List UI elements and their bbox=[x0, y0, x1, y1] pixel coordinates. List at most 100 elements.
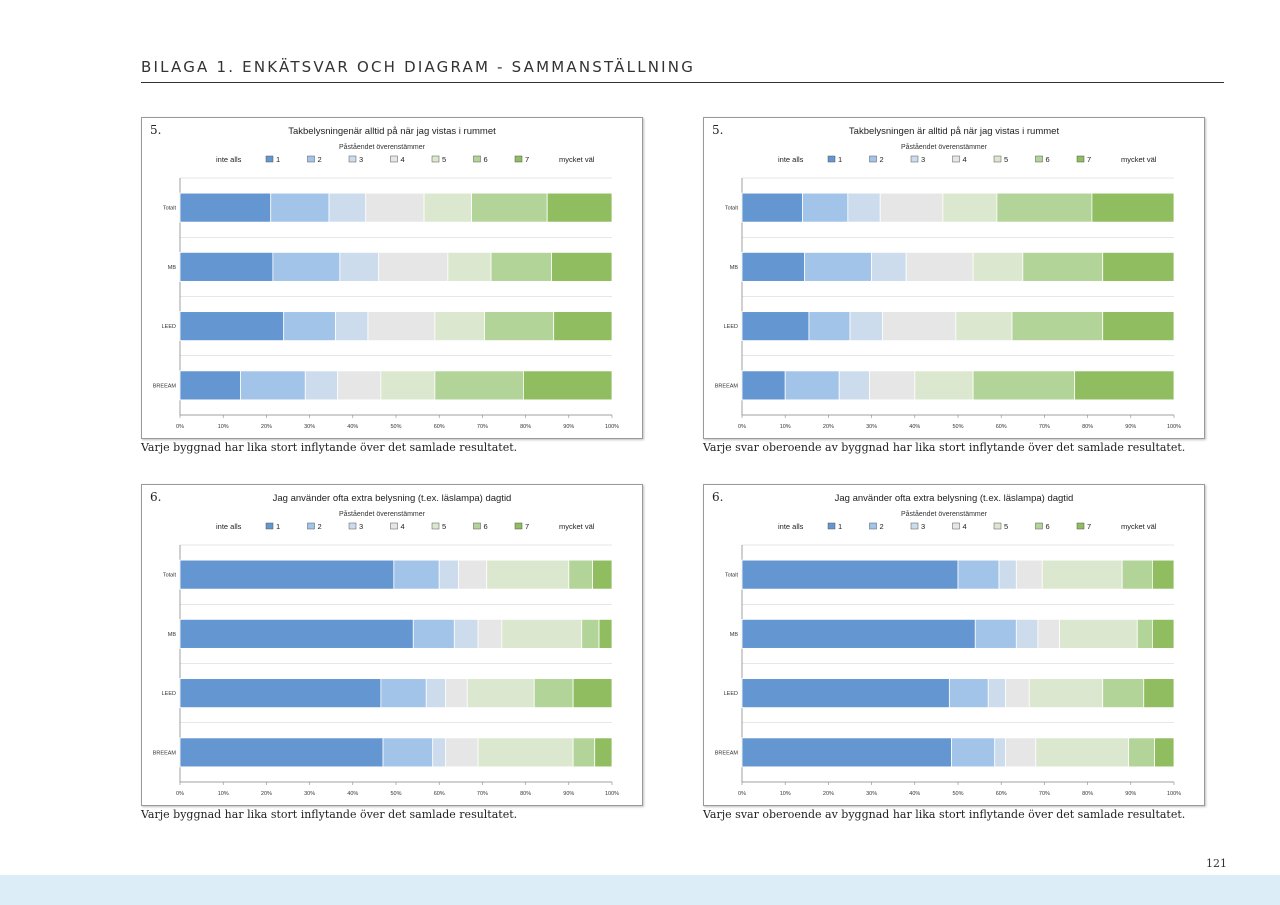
x-tick-label: 40% bbox=[347, 791, 358, 797]
bar-segment-1 bbox=[741, 251, 806, 282]
bar-segment-6 bbox=[434, 370, 524, 401]
legend-label-6: 6 bbox=[484, 522, 488, 531]
legend-high-label: mycket väl bbox=[1121, 155, 1157, 164]
x-tick-label: 100% bbox=[605, 424, 619, 430]
legend-low-label: inte alls bbox=[216, 522, 242, 531]
bar-segment-7 bbox=[594, 737, 613, 768]
x-tick-label: 20% bbox=[823, 791, 834, 797]
category-label: LEED bbox=[724, 324, 738, 330]
bar-segment-2 bbox=[784, 370, 840, 401]
legend-label-6: 6 bbox=[1046, 155, 1050, 164]
chart-2-caption: Varje svar oberoende av byggnad har lika… bbox=[703, 441, 1186, 454]
legend-label-6: 6 bbox=[484, 155, 488, 164]
bar-segment-4 bbox=[445, 678, 468, 709]
category-label: Totalt bbox=[725, 206, 739, 212]
chart-panel-1: 5. Takbelysningenär alltid på när jag vis… bbox=[141, 117, 643, 439]
chart-number: 5. bbox=[150, 123, 161, 137]
bar-segment-2 bbox=[951, 737, 996, 768]
legend-label-7: 7 bbox=[525, 155, 529, 164]
bar-segment-6 bbox=[572, 737, 596, 768]
bar-segment-7 bbox=[1151, 559, 1175, 590]
page-header-title: BILAGA 1. ENKÄTSVAR OCH DIAGRAM - SAMMAN… bbox=[141, 58, 696, 76]
bar-segment-5 bbox=[447, 251, 492, 282]
bar-segment-1 bbox=[741, 192, 803, 223]
x-tick-label: 90% bbox=[1125, 791, 1136, 797]
category-label: BREEAM bbox=[715, 383, 739, 389]
legend-label-5: 5 bbox=[1004, 155, 1008, 164]
legend-swatch-4 bbox=[952, 522, 960, 530]
legend-swatch-3 bbox=[910, 155, 919, 163]
bar-segment-2 bbox=[382, 737, 434, 768]
bar-segment-7 bbox=[1143, 678, 1175, 709]
legend-label-1: 1 bbox=[838, 522, 842, 531]
bar-segment-5 bbox=[955, 311, 1013, 342]
bar-segment-3 bbox=[335, 311, 369, 342]
chart-subtitle: Påståendet överenstämmer bbox=[339, 143, 426, 151]
bar-segment-5 bbox=[914, 370, 974, 401]
x-tick-label: 60% bbox=[996, 791, 1007, 797]
bar-segment-7 bbox=[572, 678, 613, 709]
category-label: LEED bbox=[162, 324, 176, 330]
bar-segment-1 bbox=[179, 192, 272, 223]
bar-segment-5 bbox=[1041, 559, 1123, 590]
bar-segment-4 bbox=[445, 737, 479, 768]
bar-segment-5 bbox=[466, 678, 535, 709]
x-tick-label: 50% bbox=[952, 424, 963, 430]
bar-segment-5 bbox=[434, 311, 485, 342]
x-tick-label: 80% bbox=[1082, 424, 1093, 430]
chart-title: Jag använder ofta extra belysning (t.ex.… bbox=[835, 493, 1074, 504]
x-tick-label: 10% bbox=[218, 791, 229, 797]
legend-label-3: 3 bbox=[921, 522, 925, 531]
legend-swatch-7 bbox=[1076, 155, 1085, 163]
bar-segment-5 bbox=[1035, 737, 1130, 768]
x-tick-label: 80% bbox=[1082, 791, 1093, 797]
chart-4-caption: Varje svar oberoende av byggnad har lika… bbox=[703, 808, 1186, 821]
x-tick-label: 20% bbox=[823, 424, 834, 430]
bar-segment-4 bbox=[1015, 559, 1043, 590]
x-tick-label: 60% bbox=[434, 791, 445, 797]
legend-label-2: 2 bbox=[318, 155, 322, 164]
bar-segment-4 bbox=[881, 311, 957, 342]
bar-segment-1 bbox=[179, 618, 414, 649]
bar-segment-7 bbox=[1074, 370, 1175, 401]
x-tick-label: 0% bbox=[738, 791, 746, 797]
bar-segment-6 bbox=[996, 192, 1093, 223]
bar-segment-4 bbox=[337, 370, 382, 401]
x-tick-label: 60% bbox=[996, 424, 1007, 430]
legend-swatch-6 bbox=[1035, 522, 1043, 530]
bar-segment-3 bbox=[849, 311, 883, 342]
chart-subtitle: Påståendet överenstämmer bbox=[901, 143, 988, 151]
x-tick-label: 80% bbox=[520, 424, 531, 430]
bar-segment-1 bbox=[741, 737, 952, 768]
bar-segment-2 bbox=[802, 192, 849, 223]
x-tick-label: 50% bbox=[390, 791, 401, 797]
bar-segment-6 bbox=[581, 618, 600, 649]
legend-swatch-1 bbox=[265, 155, 274, 163]
bar-segment-5 bbox=[972, 251, 1024, 282]
legend-label-4: 4 bbox=[401, 155, 405, 164]
x-tick-label: 40% bbox=[909, 791, 920, 797]
bar-segment-6 bbox=[972, 370, 1076, 401]
chart-1-caption: Varje byggnad har lika stort inflytande … bbox=[141, 441, 518, 454]
bar-segment-7 bbox=[592, 559, 613, 590]
bar-segment-6 bbox=[471, 192, 548, 223]
footer-band bbox=[0, 875, 1280, 905]
bar-segment-3 bbox=[838, 370, 870, 401]
bar-segment-2 bbox=[240, 370, 306, 401]
bar-segment-4 bbox=[905, 251, 974, 282]
legend-swatch-5 bbox=[431, 155, 440, 163]
bar-segment-5 bbox=[501, 618, 583, 649]
x-tick-label: 10% bbox=[780, 424, 791, 430]
bar-segment-3 bbox=[994, 737, 1006, 768]
bar-segment-5 bbox=[380, 370, 436, 401]
category-label: BREEAM bbox=[715, 750, 739, 756]
bar-segment-1 bbox=[741, 311, 810, 342]
bar-segment-1 bbox=[179, 311, 285, 342]
bar-segment-7 bbox=[553, 311, 613, 342]
legend-swatch-7 bbox=[1076, 522, 1085, 530]
bar-segment-2 bbox=[804, 251, 872, 282]
bar-segment-2 bbox=[283, 311, 336, 342]
bar-segment-6 bbox=[490, 251, 552, 282]
bar-segment-7 bbox=[1151, 618, 1175, 649]
bar-segment-4 bbox=[1005, 678, 1030, 709]
